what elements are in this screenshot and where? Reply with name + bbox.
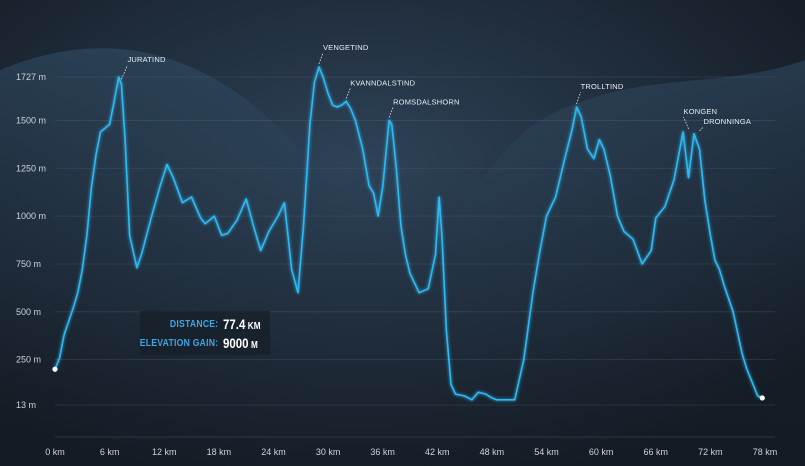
- y-tick-label: 1250 m: [16, 163, 46, 173]
- x-tick-label: 6 km: [100, 447, 120, 457]
- x-axis-ticks: 0 km 6 km 12 km 18 km 24 km 30 km 36 km 42 km 48…: [45, 436, 778, 457]
- x-tick-label: 42 km: [425, 447, 450, 457]
- y-axis-ticks: 13 m 250 m 500 m 750 m 1000 m 1250 m 1500 m 172…: [16, 72, 46, 410]
- elevation-gain-value: 9000: [223, 335, 249, 351]
- peak-label: ROMSDALSHORN: [393, 97, 460, 106]
- y-tick-label: 13 m: [16, 400, 36, 410]
- distance-value-wrap: 77.4 KM: [223, 316, 261, 332]
- x-tick-label: 78 km: [753, 447, 778, 457]
- gridlines: [55, 76, 775, 406]
- x-tick-label: 18 km: [207, 447, 232, 457]
- x-tick-label: 24 km: [261, 447, 286, 457]
- y-tick-label: 1727 m: [16, 72, 46, 82]
- elevation-gain-unit: M: [251, 340, 258, 351]
- x-tick-label: 60 km: [589, 447, 614, 457]
- elevation-gain-label: ELEVATION GAIN:: [139, 338, 218, 349]
- peak-label: KONGEN: [684, 107, 718, 116]
- annotation-leader: [683, 116, 689, 130]
- annotation-leader: [576, 91, 581, 105]
- elevation-gain-value-wrap: 9000 M: [223, 335, 258, 351]
- route-stats-box: DISTANCE: 77.4 KM ELEVATION GAIN: 9000 M: [139, 311, 270, 355]
- y-tick-label: 1500 m: [16, 115, 46, 125]
- peak-label: TROLLTIND: [581, 82, 624, 91]
- x-tick-label: 48 km: [480, 447, 505, 457]
- y-tick-label: 500 m: [16, 307, 41, 317]
- distance-row: DISTANCE: 77.4 KM: [140, 315, 270, 335]
- x-tick-label: 0 km: [45, 447, 65, 457]
- x-tick-label: 30 km: [316, 447, 341, 457]
- start-point: [52, 366, 58, 372]
- background-mountain-silhouette: [0, 48, 805, 466]
- x-tick-label: 36 km: [370, 447, 395, 457]
- annotation-leader: [121, 65, 128, 80]
- distance-label: DISTANCE:: [169, 319, 218, 330]
- elevation-line: [54, 66, 764, 401]
- y-tick-label: 1000 m: [16, 211, 46, 221]
- end-point: [759, 395, 765, 401]
- elevation-gain-row: ELEVATION GAIN: 9000 M: [139, 334, 270, 354]
- series-layer: [52, 66, 765, 401]
- peak-label: VENGETIND: [323, 43, 369, 52]
- peak-label: DRONNINGA: [703, 117, 751, 126]
- distance-value: 77.4: [223, 316, 246, 332]
- distance-unit: KM: [247, 321, 261, 332]
- x-tick-label: 12 km: [152, 447, 177, 457]
- y-tick-label: 250 m: [16, 355, 41, 365]
- x-tick-label: 54 km: [534, 447, 559, 457]
- annotation-leader: [318, 52, 324, 64]
- y-tick-label: 750 m: [16, 259, 41, 269]
- x-tick-label: 66 km: [644, 447, 669, 457]
- x-tick-label: 72 km: [698, 447, 723, 457]
- peak-label: JURATIND: [127, 55, 166, 64]
- annotation-leader: [699, 126, 704, 132]
- peak-annotations: JURATIND VENGETIND KVANNDALSTIND ROMSDALSHO…: [121, 43, 751, 132]
- peak-label: KVANNDALSTIND: [350, 78, 415, 87]
